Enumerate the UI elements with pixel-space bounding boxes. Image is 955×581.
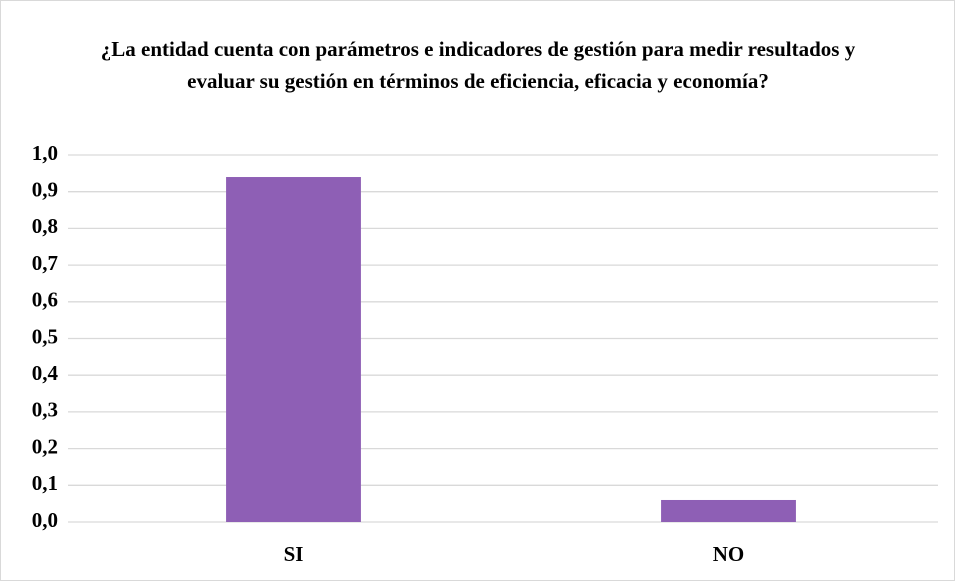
y-tick-label: 0,7 — [32, 251, 58, 275]
y-tick-label: 0,3 — [32, 398, 58, 422]
y-tick-label: 0,8 — [32, 214, 58, 238]
y-tick-label: 0,6 — [32, 288, 58, 312]
x-tick-label: SI — [284, 542, 304, 566]
x-tick-label: NO — [713, 542, 745, 566]
y-tick-label: 0,9 — [32, 178, 58, 202]
y-tick-label: 0,2 — [32, 434, 58, 458]
y-tick-label: 1,0 — [32, 141, 58, 165]
bar — [661, 499, 796, 522]
chart-title: ¿La entidad cuenta con parámetros e indi… — [100, 37, 856, 93]
y-tick-label: 0,1 — [32, 471, 58, 495]
y-tick-label: 0,4 — [32, 361, 59, 385]
bar — [226, 177, 361, 522]
y-tick-label: 0,0 — [32, 508, 58, 532]
y-tick-label: 0,5 — [32, 324, 58, 348]
